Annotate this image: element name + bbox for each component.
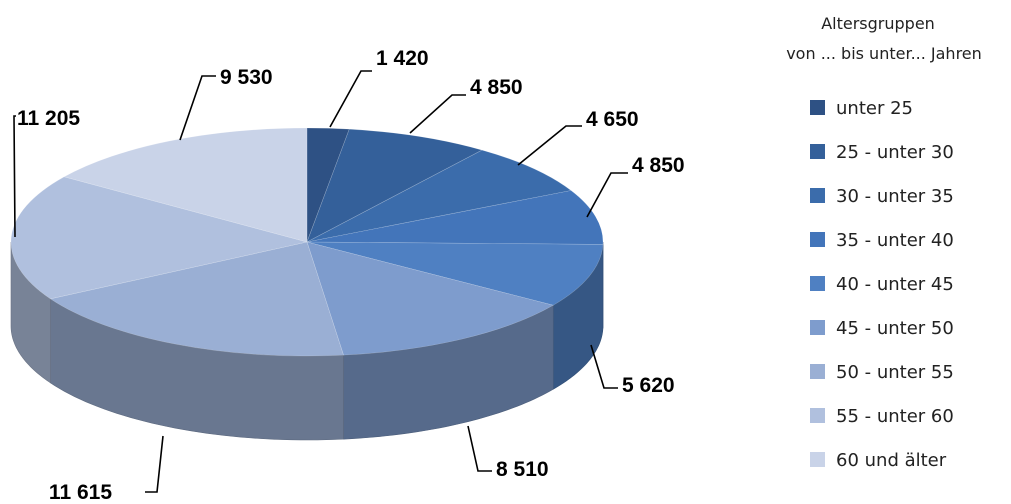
- data-label-8: 9 530: [220, 66, 273, 89]
- legend-swatch-3: [810, 232, 825, 247]
- legend-label-0: unter 25: [836, 98, 913, 119]
- pie-slice-5: [306, 241, 555, 356]
- pie-slice-0: [306, 127, 350, 243]
- pie-sides: [10, 241, 604, 441]
- legend-swatch-6: [810, 364, 825, 379]
- legend-label-6: 50 - unter 55: [836, 362, 954, 383]
- legend-title-line2: von ... bis unter... Jahren: [786, 44, 982, 63]
- data-labels: 1 420 4 850 4 650 4 850 5 620 8 510 11 615 11 2…: [17, 47, 685, 504]
- legend-label-2: 30 - unter 35: [836, 186, 954, 207]
- data-label-5: 8 510: [496, 458, 549, 481]
- leader-line-5: [467, 425, 492, 472]
- data-label-0: 1 420: [376, 47, 429, 70]
- legend-swatch-5: [810, 320, 825, 335]
- pie-slice-8: [63, 127, 308, 243]
- data-label-3: 4 850: [632, 154, 685, 177]
- data-label-1: 4 850: [470, 76, 523, 99]
- leader-line-1: [409, 94, 466, 134]
- legend-label-7: 55 - unter 60: [836, 406, 954, 427]
- legend-label-1: 25 - unter 30: [836, 142, 954, 163]
- leader-line-0: [329, 70, 372, 128]
- pie-slice-6: [49, 241, 344, 357]
- data-label-7: 11 205: [17, 107, 80, 130]
- leader-lines: [13, 70, 628, 493]
- leader-line-2: [517, 125, 582, 166]
- leader-line-7: [13, 115, 16, 238]
- legend-label-5: 45 - unter 50: [836, 318, 954, 339]
- data-label-4: 5 620: [622, 374, 675, 397]
- leader-line-4: [590, 344, 618, 389]
- leader-line-8: [179, 75, 216, 141]
- pie-slice-1: [306, 128, 483, 243]
- data-label-2: 4 650: [586, 108, 639, 131]
- legend-swatch-1: [810, 144, 825, 159]
- legend-label-8: 60 und älter: [836, 450, 947, 471]
- legend-swatch-0: [810, 100, 825, 115]
- legend-label-3: 35 - unter 40: [836, 230, 954, 251]
- legend: Altersgruppen von ... bis unter... Jahre…: [786, 14, 982, 471]
- pie-slice-7: [10, 176, 308, 300]
- legend-swatch-8: [810, 452, 825, 467]
- legend-items: unter 25 25 - unter 30 30 - unter 35 35 - u…: [810, 98, 954, 471]
- legend-swatch-2: [810, 188, 825, 203]
- pie-slice-2: [306, 149, 572, 243]
- legend-swatch-7: [810, 408, 825, 423]
- legend-label-4: 40 - unter 45: [836, 274, 954, 295]
- data-label-6: 11 615: [49, 481, 112, 504]
- legend-swatch-4: [810, 276, 825, 291]
- legend-title-line1: Altersgruppen: [821, 14, 935, 33]
- leader-line-6: [145, 435, 164, 493]
- pie-slice-3: [306, 190, 604, 245]
- leader-line-3: [586, 172, 628, 218]
- pie-slice-4: [306, 241, 604, 306]
- pie-top: [10, 127, 604, 357]
